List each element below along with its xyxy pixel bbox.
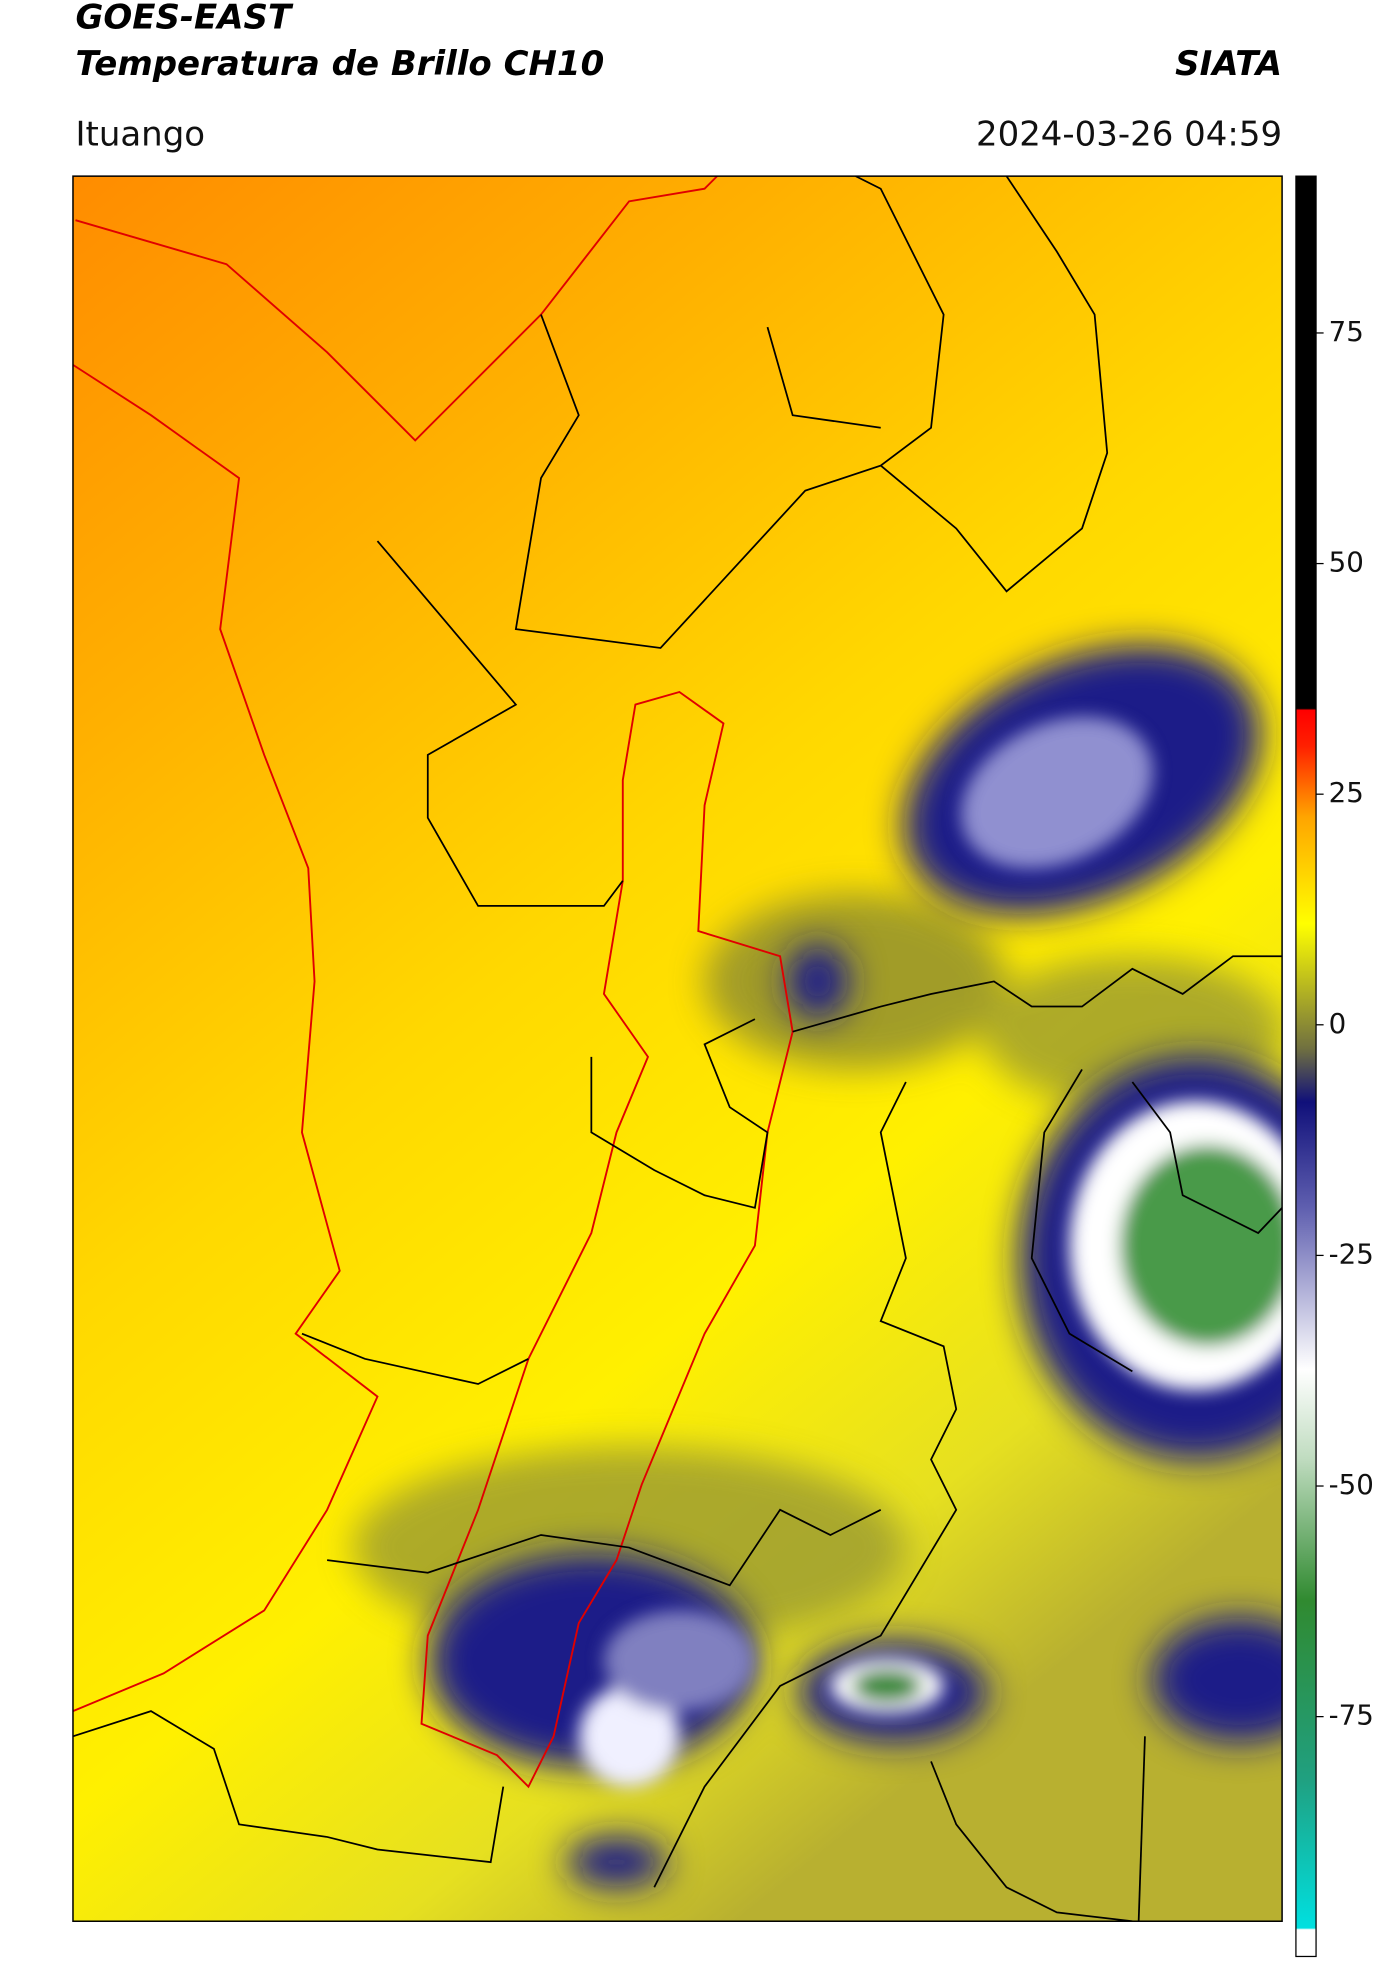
colorbar-tick-label: -50 xyxy=(1329,1468,1374,1501)
colorbar-tick-label: -25 xyxy=(1329,1237,1374,1270)
location: Ituango xyxy=(75,114,205,154)
subtitle: Temperatura de Brillo CH10 xyxy=(75,44,604,84)
title: GOES-EAST xyxy=(75,0,293,37)
colorbar-tick-label: 0 xyxy=(1329,1007,1347,1040)
colorbar-tick-label: -75 xyxy=(1329,1699,1374,1732)
colorbar-tick-label: 75 xyxy=(1329,315,1364,348)
organization: SIATA xyxy=(1175,44,1282,84)
map-imagery xyxy=(72,176,1283,1922)
timestamp: 2024-03-26 04:59 xyxy=(976,114,1282,154)
map-frame xyxy=(72,175,1283,1922)
colorbar: 75 50 25 0 -25 -50 -75 xyxy=(1295,175,1374,1958)
colorbar-tick-label: 50 xyxy=(1329,546,1364,579)
colorbar-gradient xyxy=(1295,175,1317,1958)
colorbar-tick-label: 25 xyxy=(1329,776,1364,809)
